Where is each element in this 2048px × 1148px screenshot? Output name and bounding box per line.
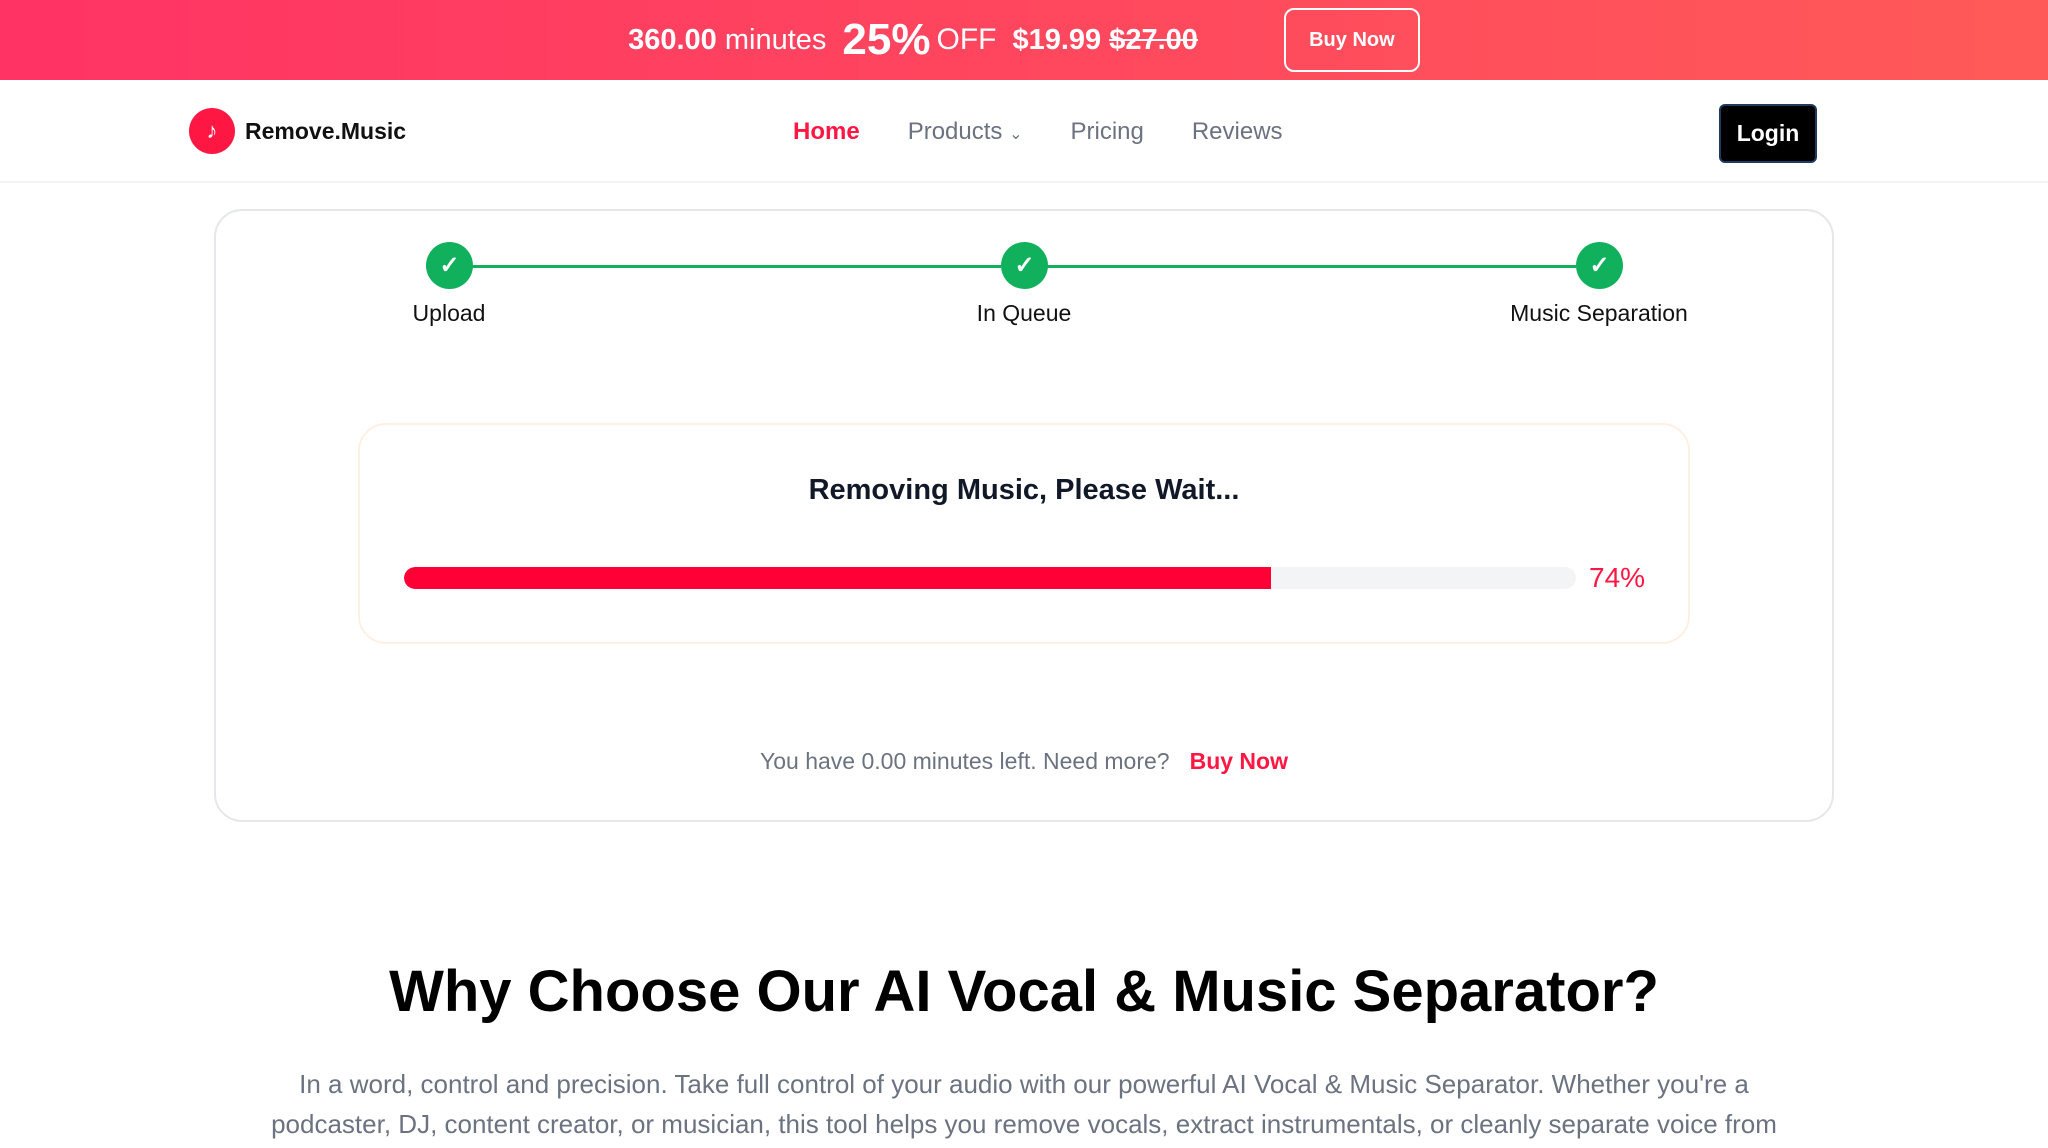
- chevron-down-icon: ⌄: [1009, 125, 1023, 143]
- promo-price: $19.99: [1012, 23, 1102, 56]
- step-label-separation: Music Separation: [1510, 300, 1688, 326]
- step-label-upload: Upload: [412, 300, 486, 326]
- progress-box: [358, 423, 1690, 644]
- why-heading: Why Choose Our AI Vocal & Music Separato…: [389, 959, 1659, 1024]
- brand-name: Remove.Music: [245, 117, 407, 144]
- promo-off: OFF: [936, 23, 997, 56]
- check-icon: ✓: [1001, 242, 1048, 289]
- promo-banner: 360.00 minutes 25% OFF $19.99 $27.00 Buy…: [0, 0, 2048, 80]
- minutes-left-notice: You have 0.00 minutes left. Need more? Bu…: [0, 748, 2048, 775]
- promo-old-price: $27.00: [1109, 23, 1198, 56]
- progress-percent: 74%: [1589, 562, 1646, 593]
- why-line: podcaster, DJ, content creator, or music…: [271, 1109, 1777, 1139]
- navbar: ♪ Remove.Music Home Products ⌄ Pricing R…: [0, 80, 2048, 183]
- brand-logo[interactable]: ♪ Remove.Music: [189, 108, 406, 154]
- nav-pricing[interactable]: Pricing: [1070, 117, 1144, 145]
- step-connector: [1047, 265, 1576, 268]
- progress-title: Removing Music, Please Wait...: [808, 474, 1240, 506]
- promo-buy-now-button[interactable]: Buy Now: [1283, 8, 1420, 72]
- processing-card: [214, 209, 1834, 822]
- music-wave-icon: ♪: [189, 108, 235, 154]
- nav-reviews[interactable]: Reviews: [1191, 117, 1283, 145]
- why-line: In a word, control and precision. Take f…: [299, 1069, 1749, 1099]
- login-button[interactable]: Login: [1719, 104, 1817, 163]
- minutes-left-text: You have 0.00 minutes left. Need more?: [760, 748, 1170, 774]
- check-icon: ✓: [1576, 242, 1623, 289]
- buy-now-link[interactable]: Buy Now: [1189, 748, 1288, 774]
- nav-products-label: Products: [907, 117, 1003, 145]
- promo-discount: 25%: [842, 15, 931, 64]
- step-label-queue: In Queue: [976, 300, 1072, 326]
- progress-fill: [404, 567, 1272, 589]
- check-icon: ✓: [426, 242, 473, 289]
- nav-home[interactable]: Home: [793, 117, 860, 145]
- nav-products[interactable]: Products ⌄: [908, 118, 1023, 146]
- step-connector: [472, 265, 1001, 268]
- promo-minutes: 360.00: [628, 23, 717, 56]
- promo-minutes-unit: minutes: [724, 23, 827, 56]
- why-paragraph: In a word, control and precision. Take f…: [210, 1064, 1838, 1144]
- progress-bar: [404, 567, 1576, 589]
